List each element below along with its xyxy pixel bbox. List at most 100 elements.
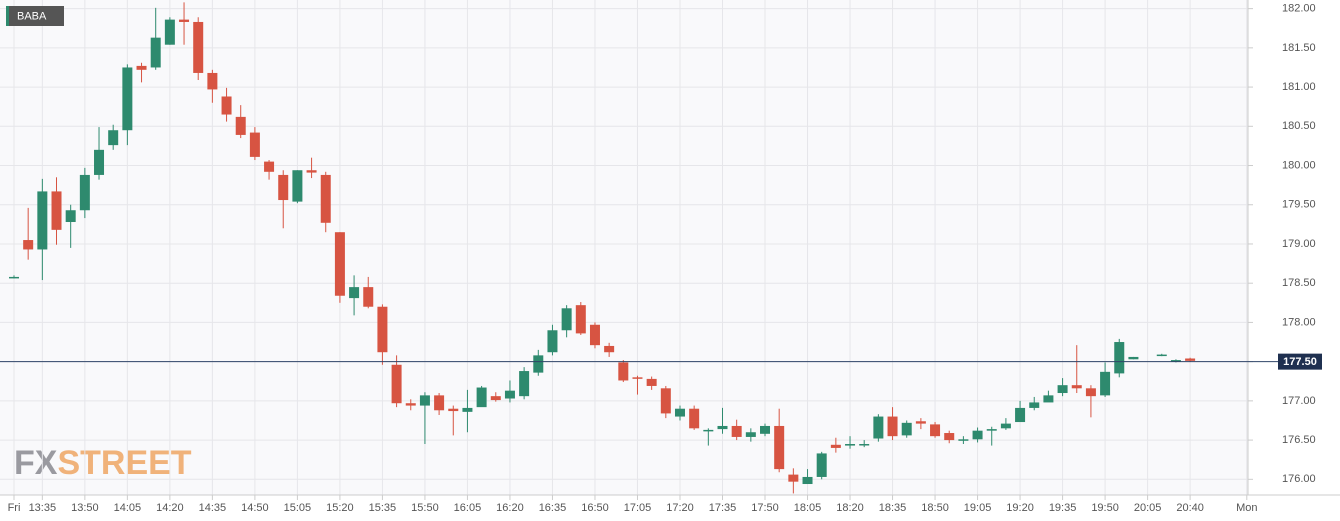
plot-area [0,0,1248,495]
candle-body [1043,395,1054,403]
candle-body [816,453,827,477]
legend-symbol: BABA [17,10,47,22]
x-tick-label: 15:35 [369,502,397,514]
candle-body [193,21,204,73]
candle-body [575,305,586,334]
candle-body [1128,356,1139,360]
candle-body [448,408,459,412]
candle-body [646,378,657,386]
candle-body [1170,360,1181,362]
candle-body [108,130,119,146]
candle-body [703,429,714,432]
candle-body [136,65,147,70]
candle-body [278,174,289,201]
legend-box [6,6,64,26]
candle-body [901,422,912,436]
candle-body [1029,402,1040,408]
y-tick-label: 181.00 [1282,81,1316,93]
candle-body [760,425,771,434]
candle-body [930,424,941,437]
candle-body [533,355,544,373]
candle-body [618,362,629,381]
y-tick-label: 179.50 [1282,199,1316,211]
candle-body [561,308,572,331]
candle-body [660,388,671,414]
x-tick-label: 17:35 [709,502,737,514]
candle-body [944,433,955,441]
x-tick-label: 16:35 [539,502,567,514]
x-tick-label: 16:05 [454,502,482,514]
x-tick-label: Mon [1236,502,1257,514]
candle-body [674,408,685,417]
candle-body [1000,423,1011,429]
y-tick-label: 177.00 [1282,395,1316,407]
x-tick-label: 14:35 [199,502,227,514]
x-tick-label: 20:40 [1176,502,1204,514]
candle-body [604,345,615,353]
x-tick-label: 16:50 [581,502,609,514]
x-tick-label: 18:50 [921,502,949,514]
candle-body [23,240,34,250]
candle-body [731,425,742,437]
candle-body [589,324,600,346]
candle-body [717,425,728,430]
candle-body [887,416,898,437]
candle-body [207,72,218,90]
candle-body [802,476,813,485]
x-tick-label: 18:20 [836,502,864,514]
candle-body [490,396,501,401]
x-tick-label: 13:35 [29,502,57,514]
y-tick-label: 178.00 [1282,316,1316,328]
x-tick-label: 18:05 [794,502,822,514]
candle-body [37,191,48,250]
watermark-street: STREET [57,444,191,482]
y-tick-label: 181.50 [1282,42,1316,54]
candle-body [462,407,473,412]
x-tick-label: 20:05 [1134,502,1162,514]
x-tick-label: 17:05 [624,502,652,514]
candle-body [845,444,856,446]
x-tick-label: 14:20 [156,502,184,514]
y-tick-label: 182.00 [1282,3,1316,15]
x-tick-label: 19:20 [1006,502,1034,514]
candle-body [972,430,983,440]
candle-body [94,149,105,175]
candle-body [249,132,260,157]
candle-body [9,276,19,279]
candle-body [179,19,190,22]
legend-swatch [6,6,9,26]
candle-body [434,395,445,411]
x-tick-label: 13:50 [71,502,99,514]
y-tick-label: 180.50 [1282,120,1316,132]
x-tick-label: 15:50 [411,502,439,514]
x-tick-label: 17:20 [666,502,694,514]
candle-body [419,395,430,406]
x-tick-label: 19:50 [1091,502,1119,514]
candle-body [363,287,374,307]
candle-body [774,425,785,470]
candles [9,2,1196,494]
candle-body [519,371,530,397]
candle-body [547,330,558,353]
y-tick-label: 178.50 [1282,277,1316,289]
candle-body [1057,385,1068,394]
candle-body [1100,371,1111,396]
candle-body [859,444,870,446]
candle-body [958,439,969,441]
x-tick-label: 14:50 [241,502,269,514]
y-tick-label: 180.00 [1282,159,1316,171]
watermark-fx: FX [14,444,58,482]
candle-body [788,474,799,482]
x-tick-label: 15:05 [284,502,312,514]
candle-body [405,403,416,406]
y-tick-label: 179.00 [1282,238,1316,250]
candle-body [65,210,76,223]
candle-body [504,390,515,399]
candle-body [51,191,62,230]
candle-body [377,306,388,353]
candle-body [292,170,303,202]
x-tick-label: 19:05 [964,502,992,514]
x-tick-label: 17:50 [751,502,779,514]
candle-body [306,170,317,173]
